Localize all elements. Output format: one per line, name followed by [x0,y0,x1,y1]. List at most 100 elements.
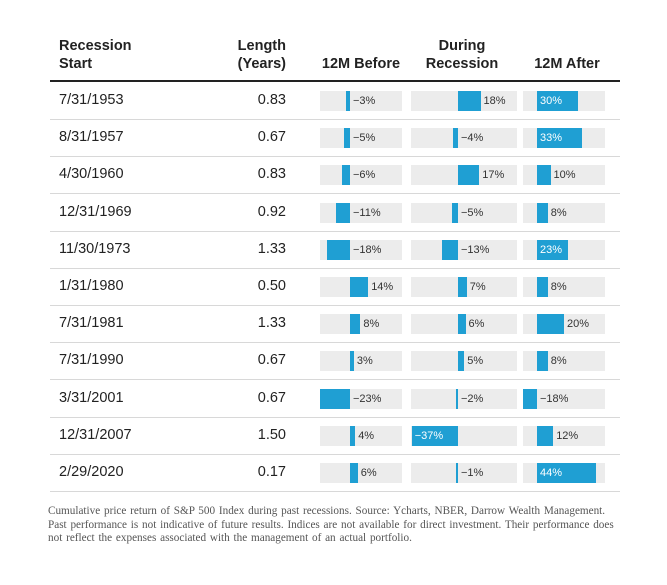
recession-start-cell: 12/31/1969 [59,203,132,220]
after-bar-track: 44% [523,463,605,483]
before-bar [326,239,350,260]
after-bar [523,388,537,409]
length-cell: 0.67 [257,352,286,369]
header-recession-start: Recession Start [59,37,132,73]
before-bar-track: 14% [320,277,402,297]
before-value-label: −5% [353,132,376,145]
recession-start-cell: 2/29/2020 [59,464,124,480]
after-bar-track: 8% [523,351,605,372]
before-value-label: −18% [353,243,382,256]
after-bar [537,351,548,372]
table-row: 12/31/1969 0.92 [50,194,620,232]
after-value-label: 8% [550,355,567,368]
after-value-label: 30% [540,95,563,107]
after-bar-track: 23% [523,239,605,260]
length-cell: 0.83 [257,166,286,183]
after-value-label: −18% [540,392,569,405]
before-value-label: −3% [353,95,376,107]
during-bar-track: 6% [411,314,517,335]
during-bar [458,91,481,111]
before-value-label: 8% [363,318,380,331]
after-bar-track: −18% [523,388,605,409]
during-bar [458,277,467,297]
header-length: Length (Years) [200,37,286,73]
before-value-label: 14% [371,281,394,293]
after-bar-track: 10% [523,165,605,186]
after-value-label: 8% [550,206,567,219]
header-rule [50,80,620,82]
table-row: 11/30/1973 1.33 [50,231,620,269]
table-row: 8/31/1957 0.67 [50,119,620,158]
before-bar [346,91,350,111]
before-bar-track: 3% [320,351,402,372]
before-bar-track: −18% [320,239,402,260]
during-value-label: 17% [482,169,505,182]
before-bar [335,202,350,223]
table-row: 7/31/1990 0.67 [50,342,620,381]
during-bar-track: 17% [411,165,517,186]
header-start-line2: Start [59,56,93,72]
after-bar [537,314,564,335]
after-bar-track: 20% [523,314,605,335]
before-bar [350,463,358,483]
after-bar [537,202,548,223]
during-value-label: −1% [461,467,484,479]
during-value-label: 7% [469,281,486,293]
before-bar-track: −23% [320,388,402,409]
during-bar-track: 7% [411,277,517,297]
after-bar-track: 30% [523,91,605,111]
header-during-recession: During Recession [412,37,512,73]
before-bar-track: 6% [320,463,402,483]
header-before-text: 12M Before [321,56,401,72]
length-cell: 1.50 [257,426,286,443]
recession-start-cell: 12/31/2007 [59,426,132,443]
during-value-label: 6% [468,318,485,331]
length-cell: 1.33 [257,240,286,257]
during-bar [451,202,458,223]
before-bar [320,388,350,409]
recession-start-cell: 7/31/1981 [59,315,124,332]
before-bar-track: 4% [320,425,402,446]
after-bar [537,463,597,483]
header-length-line1: Length [237,38,286,54]
during-bar [458,351,465,372]
table-row: 4/30/1960 0.83 [50,156,620,195]
before-bar [343,128,350,149]
recession-start-cell: 4/30/1960 [59,166,124,183]
recession-start-cell: 7/31/1953 [59,92,124,108]
header-during-line1: During [438,38,486,54]
after-value-label: 8% [550,281,567,293]
during-value-label: −13% [461,243,490,256]
during-value-label: 18% [483,95,506,107]
caption: Cumulative price return of S&P 500 Index… [48,505,614,545]
before-bar-track: −3% [320,91,402,111]
length-cell: 0.17 [257,464,286,480]
table-row: 7/31/1981 1.33 [50,305,620,344]
during-value-label: 5% [467,355,484,368]
before-bar-track: −11% [320,202,402,223]
table-row: 3/31/2001 0.67 [50,380,620,418]
after-bar-track: 8% [523,277,605,297]
after-bar [537,277,548,297]
during-value-label: −5% [461,206,484,219]
length-cell: 0.92 [257,203,286,220]
before-bar-track: 8% [320,314,402,335]
during-bar [455,388,458,409]
before-bar-track: −6% [320,165,402,186]
table-row: 7/31/1953 0.83 [50,82,620,120]
before-bar [350,314,361,335]
after-bar [537,165,551,186]
before-bar [342,165,350,186]
header-during-line2: Recession [425,56,499,72]
after-value-label: 23% [540,243,563,256]
after-bar-track: 12% [523,425,605,446]
table-row: 1/31/1980 0.50 [50,268,620,306]
header-12m-before: 12M Before [318,55,404,73]
recession-start-cell: 11/30/1973 [59,240,131,257]
during-bar-track: −13% [411,239,517,260]
before-value-label: 3% [356,355,373,368]
during-value-label: −37% [414,429,444,442]
length-cell: 0.83 [257,92,286,108]
before-value-label: 4% [358,429,375,442]
after-bar [537,91,578,111]
